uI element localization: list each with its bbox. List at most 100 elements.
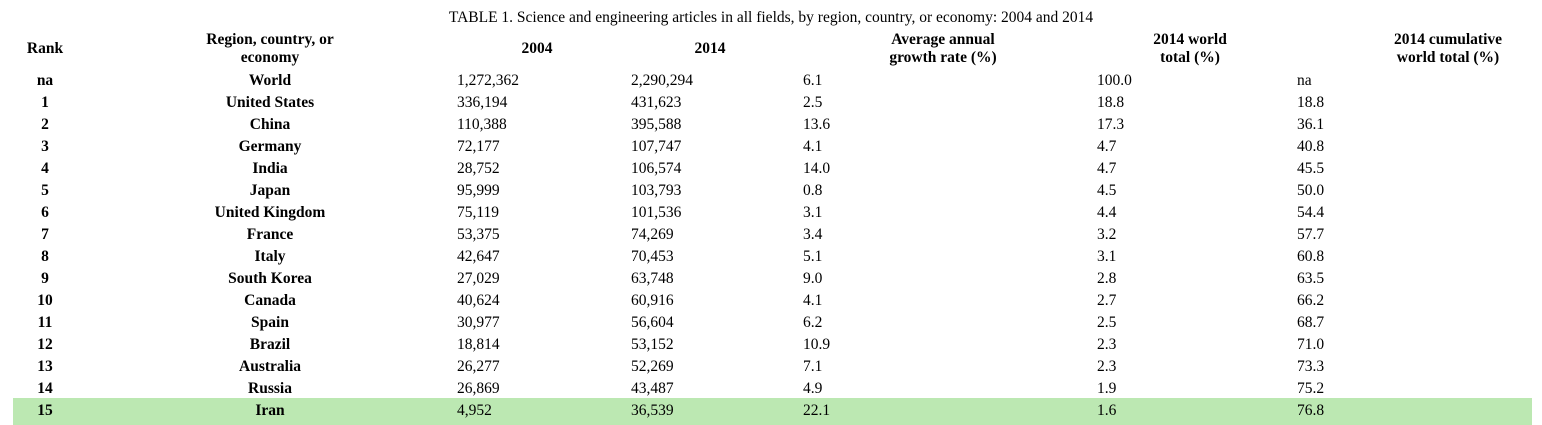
cell-cumulative-world-total: 36.1 — [1297, 116, 1325, 133]
cell-growth-rate: 2.5 — [803, 94, 823, 111]
column-header-rank: Rank — [26, 40, 64, 58]
cell-region: Italy — [254, 248, 286, 265]
cell-world-total: 1.6 — [1097, 402, 1117, 419]
cell-cumulative-world-total: 63.5 — [1297, 270, 1325, 287]
cell-growth-rate: 7.1 — [803, 358, 823, 375]
cell-rank: 10 — [37, 292, 53, 309]
cell-growth-rate: 0.8 — [803, 182, 823, 199]
table-row: 6 United Kingdom 75,119 101,536 3.1 4.4 … — [0, 202, 1542, 224]
cell-articles-2014: 70,453 — [631, 248, 674, 265]
cell-rank: 2 — [41, 116, 49, 133]
cell-articles-2004: 75,119 — [457, 204, 500, 221]
table-row: 1 United States 336,194 431,623 2.5 18.8… — [0, 92, 1542, 114]
cell-growth-rate: 3.4 — [803, 226, 823, 243]
cell-cumulative-world-total: 75.2 — [1297, 380, 1325, 397]
table-row: 15 Iran 4,952 36,539 22.1 1.6 76.8 — [0, 398, 1542, 425]
cell-cumulative-world-total: 73.3 — [1297, 358, 1325, 375]
table-row: 13 Australia 26,277 52,269 7.1 2.3 73.3 — [0, 356, 1542, 378]
table-body: na World 1,272,362 2,290,294 6.1 100.0 n… — [0, 70, 1542, 425]
cell-growth-rate: 3.1 — [803, 204, 823, 221]
cell-world-total: 2.5 — [1097, 314, 1117, 331]
cell-articles-2014: 101,536 — [631, 204, 682, 221]
cell-cumulative-world-total: 57.7 — [1297, 226, 1325, 243]
cell-rank: 9 — [41, 270, 49, 287]
table-row: 7 France 53,375 74,269 3.4 3.2 57.7 — [0, 224, 1542, 246]
cell-cumulative-world-total: 68.7 — [1297, 314, 1325, 331]
cell-rank: 8 — [41, 248, 49, 265]
column-header-cumulative-world-total: 2014 cumulative world total (%) — [1393, 31, 1503, 66]
cell-articles-2004: 72,177 — [457, 138, 500, 155]
cell-rank: 3 — [41, 138, 49, 155]
cell-cumulative-world-total: 54.4 — [1297, 204, 1325, 221]
table-title: TABLE 1. Science and engineering article… — [448, 9, 1094, 26]
cell-rank: 14 — [37, 380, 53, 397]
cell-articles-2004: 42,647 — [457, 248, 500, 265]
cell-region: Iran — [255, 402, 285, 419]
cell-world-total: 3.2 — [1097, 226, 1117, 243]
table-row: 11 Spain 30,977 56,604 6.2 2.5 68.7 — [0, 312, 1542, 334]
cell-rank: 11 — [37, 314, 53, 331]
cell-cumulative-world-total: 60.8 — [1297, 248, 1325, 265]
cell-rank: 15 — [37, 402, 53, 419]
cell-rank: na — [36, 72, 54, 89]
cell-region: Brazil — [249, 336, 291, 353]
cell-articles-2004: 27,029 — [457, 270, 500, 287]
table-row: 4 India 28,752 106,574 14.0 4.7 45.5 — [0, 158, 1542, 180]
cell-cumulative-world-total: 76.8 — [1297, 402, 1325, 419]
cell-world-total: 3.1 — [1097, 248, 1117, 265]
cell-articles-2004: 95,999 — [457, 182, 500, 199]
cell-articles-2014: 52,269 — [631, 358, 674, 375]
cell-region: Japan — [249, 182, 291, 199]
column-header-world-total: 2014 world total (%) — [1153, 31, 1227, 66]
cell-growth-rate: 6.2 — [803, 314, 823, 331]
table-row: 2 China 110,388 395,588 13.6 17.3 36.1 — [0, 114, 1542, 136]
cell-articles-2014: 43,487 — [631, 380, 674, 397]
table-row: 14 Russia 26,869 43,487 4.9 1.9 75.2 — [0, 378, 1542, 400]
cell-world-total: 2.3 — [1097, 336, 1117, 353]
column-header-2004: 2004 — [521, 40, 553, 58]
table-row: na World 1,272,362 2,290,294 6.1 100.0 n… — [0, 70, 1542, 92]
cell-growth-rate: 14.0 — [803, 160, 831, 177]
cell-cumulative-world-total: 50.0 — [1297, 182, 1325, 199]
table-row: 3 Germany 72,177 107,747 4.1 4.7 40.8 — [0, 136, 1542, 158]
cell-articles-2014: 431,623 — [631, 94, 682, 111]
cell-region: South Korea — [228, 270, 312, 287]
cell-articles-2004: 26,869 — [457, 380, 500, 397]
cell-growth-rate: 6.1 — [803, 72, 823, 89]
cell-rank: 5 — [41, 182, 49, 199]
cell-growth-rate: 13.6 — [803, 116, 831, 133]
cell-region: Spain — [251, 314, 289, 331]
cell-articles-2014: 395,588 — [631, 116, 682, 133]
cell-rank: 7 — [41, 226, 49, 243]
cell-articles-2004: 4,952 — [457, 402, 492, 419]
cell-articles-2014: 56,604 — [631, 314, 674, 331]
cell-region: Canada — [244, 292, 296, 309]
cell-cumulative-world-total: na — [1297, 72, 1312, 89]
cell-world-total: 4.4 — [1097, 204, 1117, 221]
cell-articles-2014: 60,916 — [631, 292, 674, 309]
cell-cumulative-world-total: 18.8 — [1297, 94, 1325, 111]
cell-world-total: 1.9 — [1097, 380, 1117, 397]
cell-region: India — [252, 160, 288, 177]
cell-cumulative-world-total: 45.5 — [1297, 160, 1325, 177]
cell-articles-2004: 40,624 — [457, 292, 500, 309]
column-header-2014: 2014 — [694, 40, 726, 58]
cell-region: Germany — [238, 138, 302, 155]
cell-world-total: 17.3 — [1097, 116, 1125, 133]
cell-articles-2014: 106,574 — [631, 160, 682, 177]
cell-growth-rate: 4.1 — [803, 292, 823, 309]
cell-growth-rate: 5.1 — [803, 248, 823, 265]
cell-region: World — [248, 72, 292, 89]
cell-articles-2004: 336,194 — [457, 94, 508, 111]
cell-growth-rate: 22.1 — [803, 402, 831, 419]
cell-growth-rate: 4.1 — [803, 138, 823, 155]
column-header-region: Region, country, or economy — [206, 31, 334, 66]
cell-region: Australia — [239, 358, 301, 375]
cell-region: Russia — [248, 380, 292, 397]
cell-cumulative-world-total: 40.8 — [1297, 138, 1325, 155]
table-row: 8 Italy 42,647 70,453 5.1 3.1 60.8 — [0, 246, 1542, 268]
cell-growth-rate: 4.9 — [803, 380, 823, 397]
cell-articles-2004: 18,814 — [457, 336, 500, 353]
cell-articles-2004: 26,277 — [457, 358, 500, 375]
